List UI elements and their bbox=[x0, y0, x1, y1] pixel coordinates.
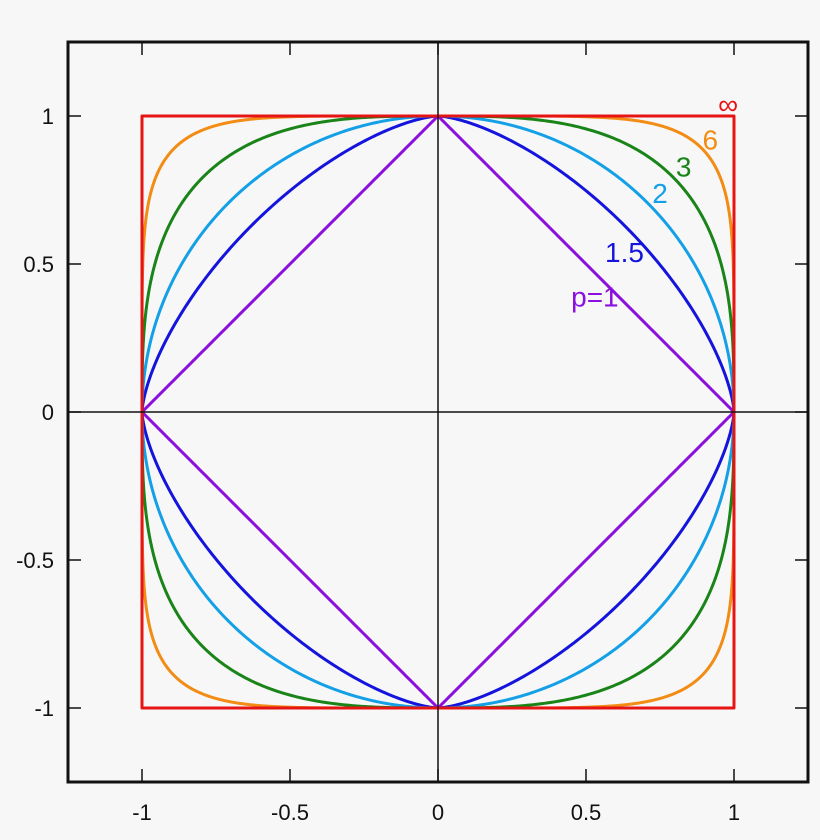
curve-label: p=1 bbox=[571, 282, 619, 313]
curve-label: 6 bbox=[703, 125, 719, 156]
x-tick-label: 0.5 bbox=[571, 800, 602, 825]
x-tick-label: -0.5 bbox=[271, 800, 309, 825]
labels-layer: p=1 1.5 236 ∞ bbox=[571, 89, 738, 312]
unit-ball-curve bbox=[140, 114, 736, 710]
y-tick-label: -0.5 bbox=[16, 548, 54, 573]
y-tick-label: 0 bbox=[42, 400, 54, 425]
curve-label: 1.5 bbox=[605, 237, 644, 268]
x-tick-label: -1 bbox=[132, 800, 152, 825]
y-tick-label: 0.5 bbox=[23, 252, 54, 277]
curve-label: 2 bbox=[652, 178, 668, 209]
curve-label: ∞ bbox=[718, 89, 738, 120]
axes-layer bbox=[68, 42, 808, 782]
y-tick-label: 1 bbox=[42, 104, 54, 129]
plot-frame bbox=[66, 40, 810, 784]
x-tick-label: 0 bbox=[432, 800, 444, 825]
y-tick-label: -1 bbox=[34, 696, 54, 721]
x-tick-label: 1 bbox=[728, 800, 740, 825]
curve-label: 3 bbox=[676, 151, 692, 182]
ticks-layer: -1 -0.5 0 0.5 1 -1 -0.5 0 0.5 1 bbox=[16, 42, 808, 825]
